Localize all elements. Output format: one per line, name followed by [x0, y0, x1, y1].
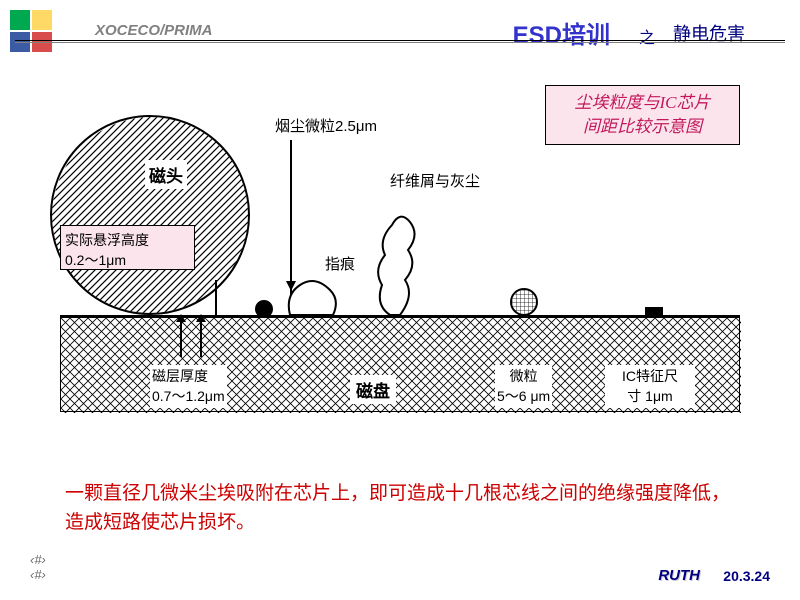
explanation-text: 一颗直径几微米尘埃吸附在芯片上，即可造成十几根芯线之间的绝缘强度降低，造成短路使… [65, 480, 740, 537]
mag-thick-l2: 0.7～1.2μm [152, 387, 225, 407]
thickness-arrow-1 [180, 317, 182, 357]
title-connector: 之 [639, 24, 655, 48]
mag-thickness-label: 磁层厚度 0.7～1.2μm [150, 365, 227, 408]
disk-label: 磁盘 [350, 375, 396, 404]
page-number: ‹#› ‹#› [30, 552, 46, 582]
ic-l2: 寸 1μm [607, 387, 693, 407]
slide-date: 20.3.24 [723, 568, 770, 584]
mag-thick-l1: 磁层厚度 [152, 367, 225, 387]
mag-head-hatch [52, 117, 250, 315]
float-height-arrow [215, 280, 217, 315]
footer: ‹#› ‹#› RUTH 20.3.24 [0, 562, 800, 592]
thickness-arrow-2 [200, 317, 202, 357]
fiber-shape [370, 210, 425, 315]
author-name: RUTH [658, 567, 700, 584]
mag-head-label: 磁头 [145, 160, 187, 189]
magnetic-head-circle [50, 115, 250, 315]
smoke-particle [255, 300, 273, 318]
ic-feature-rect [645, 307, 663, 315]
float-height-l2: 0.2～1μm [65, 250, 190, 270]
smoke-arrow [290, 140, 292, 295]
brand-text: XOCECO/PRIMA [95, 22, 213, 39]
smoke-particle-label: 烟尘微粒2.5μm [275, 115, 377, 136]
header-divider [15, 40, 785, 43]
float-height-box: 实际悬浮高度 0.2～1μm [60, 225, 195, 270]
particle-l2: 5～6 μm [497, 387, 550, 407]
title-main: ESD培训 [513, 15, 610, 50]
caption-line1: 尘埃粒度与IC芯片 [551, 91, 734, 115]
float-height-l1: 实际悬浮高度 [65, 230, 190, 250]
particle-size-label: 微粒 5～6 μm [495, 365, 552, 408]
fingerprint-shape [285, 275, 340, 315]
fiber-dust-label: 纤维屑与灰尘 [390, 170, 480, 191]
particle-l1: 微粒 [497, 367, 550, 387]
diagram-area: 尘埃粒度与IC芯片 间距比较示意图 磁盘 磁头 实际悬浮高度 0.2～1μm 烟… [60, 85, 740, 465]
ic-size-label: IC特征尺 寸 1μm [605, 365, 695, 408]
fingerprint-label: 指痕 [325, 253, 355, 274]
particle-circle [510, 288, 538, 316]
caption-line2: 间距比较示意图 [551, 115, 734, 139]
ic-l1: IC特征尺 [607, 367, 693, 387]
diagram-caption: 尘埃粒度与IC芯片 间距比较示意图 [545, 85, 740, 145]
